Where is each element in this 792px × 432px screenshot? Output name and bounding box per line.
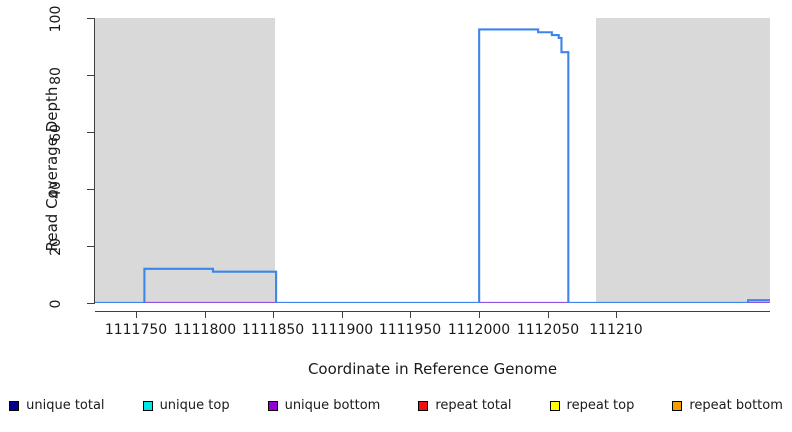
x-tick-1111900 bbox=[342, 311, 343, 318]
legend-item-unique-total: unique total bbox=[9, 398, 105, 413]
legend-item-repeat-top: repeat top bbox=[549, 398, 635, 413]
legend-item-repeat-total: repeat total bbox=[418, 398, 512, 413]
plot-area bbox=[95, 18, 770, 303]
legend-swatch-icon-unique-total bbox=[9, 400, 20, 411]
shaded-region-right bbox=[596, 18, 770, 303]
y-tick-60 bbox=[87, 132, 94, 133]
x-tick-1111850 bbox=[273, 311, 274, 318]
x-tick-1111950 bbox=[410, 311, 411, 318]
y-tick-label-0: 0 bbox=[48, 299, 64, 309]
x-tick-label-1112000: 1112000 bbox=[447, 322, 511, 338]
legend-item-unique-top: unique top bbox=[142, 398, 230, 413]
x-tick-1112050 bbox=[548, 311, 549, 318]
legend-swatch-icon-unique-bottom bbox=[267, 400, 278, 411]
chart-legend: unique total unique top unique bottom re… bbox=[0, 398, 792, 413]
y-tick-100 bbox=[87, 18, 94, 19]
y-tick-20 bbox=[87, 246, 94, 247]
x-tick-label-1112050: 1112050 bbox=[516, 322, 580, 338]
x-tick-label-1111950: 1111950 bbox=[378, 322, 442, 338]
y-tick-label-100: 100 bbox=[48, 5, 64, 33]
x-tick-label-1112100: 111210 bbox=[589, 322, 643, 338]
legend-swatch-icon-repeat-total bbox=[418, 400, 429, 411]
legend-label-unique-bottom: unique bottom bbox=[284, 398, 381, 413]
x-axis-line bbox=[95, 311, 770, 312]
y-tick-40 bbox=[87, 189, 94, 190]
legend-label-unique-total: unique total bbox=[26, 398, 105, 413]
x-axis-title: Coordinate in Reference Genome bbox=[307, 360, 558, 378]
x-tick-label-1111850: 1111850 bbox=[241, 322, 305, 338]
shaded-region-left bbox=[95, 18, 275, 303]
y-tick-80 bbox=[87, 75, 94, 76]
y-tick-label-60: 60 bbox=[48, 124, 64, 142]
legend-label-repeat-bottom: repeat bottom bbox=[689, 398, 783, 413]
legend-swatch-icon-repeat-bottom bbox=[672, 400, 683, 411]
y-tick-label-40: 40 bbox=[48, 181, 64, 199]
x-tick-label-1111900: 1111900 bbox=[310, 322, 374, 338]
y-tick-label-80: 80 bbox=[48, 67, 64, 85]
legend-item-repeat-bottom: repeat bottom bbox=[672, 398, 783, 413]
legend-label-unique-top: unique top bbox=[159, 398, 230, 413]
y-tick-label-20: 20 bbox=[48, 238, 64, 256]
legend-swatch-icon-repeat-top bbox=[549, 400, 560, 411]
x-tick-1111750 bbox=[136, 311, 137, 318]
x-tick-1111800 bbox=[205, 311, 206, 318]
x-tick-label-1111750: 1111750 bbox=[104, 322, 168, 338]
legend-swatch-icon-unique-top bbox=[142, 400, 153, 411]
coverage-plot-svg bbox=[95, 28, 770, 303]
y-tick-0 bbox=[87, 303, 94, 304]
x-tick-label-1111800: 1111800 bbox=[173, 322, 237, 338]
legend-label-repeat-total: repeat total bbox=[435, 398, 512, 413]
y-axis-line bbox=[94, 18, 95, 304]
legend-label-repeat-top: repeat top bbox=[566, 398, 635, 413]
x-tick-1112100 bbox=[616, 311, 617, 318]
x-tick-1112000 bbox=[479, 311, 480, 318]
legend-item-unique-bottom: unique bottom bbox=[267, 398, 381, 413]
series-unique-total bbox=[95, 28, 770, 303]
